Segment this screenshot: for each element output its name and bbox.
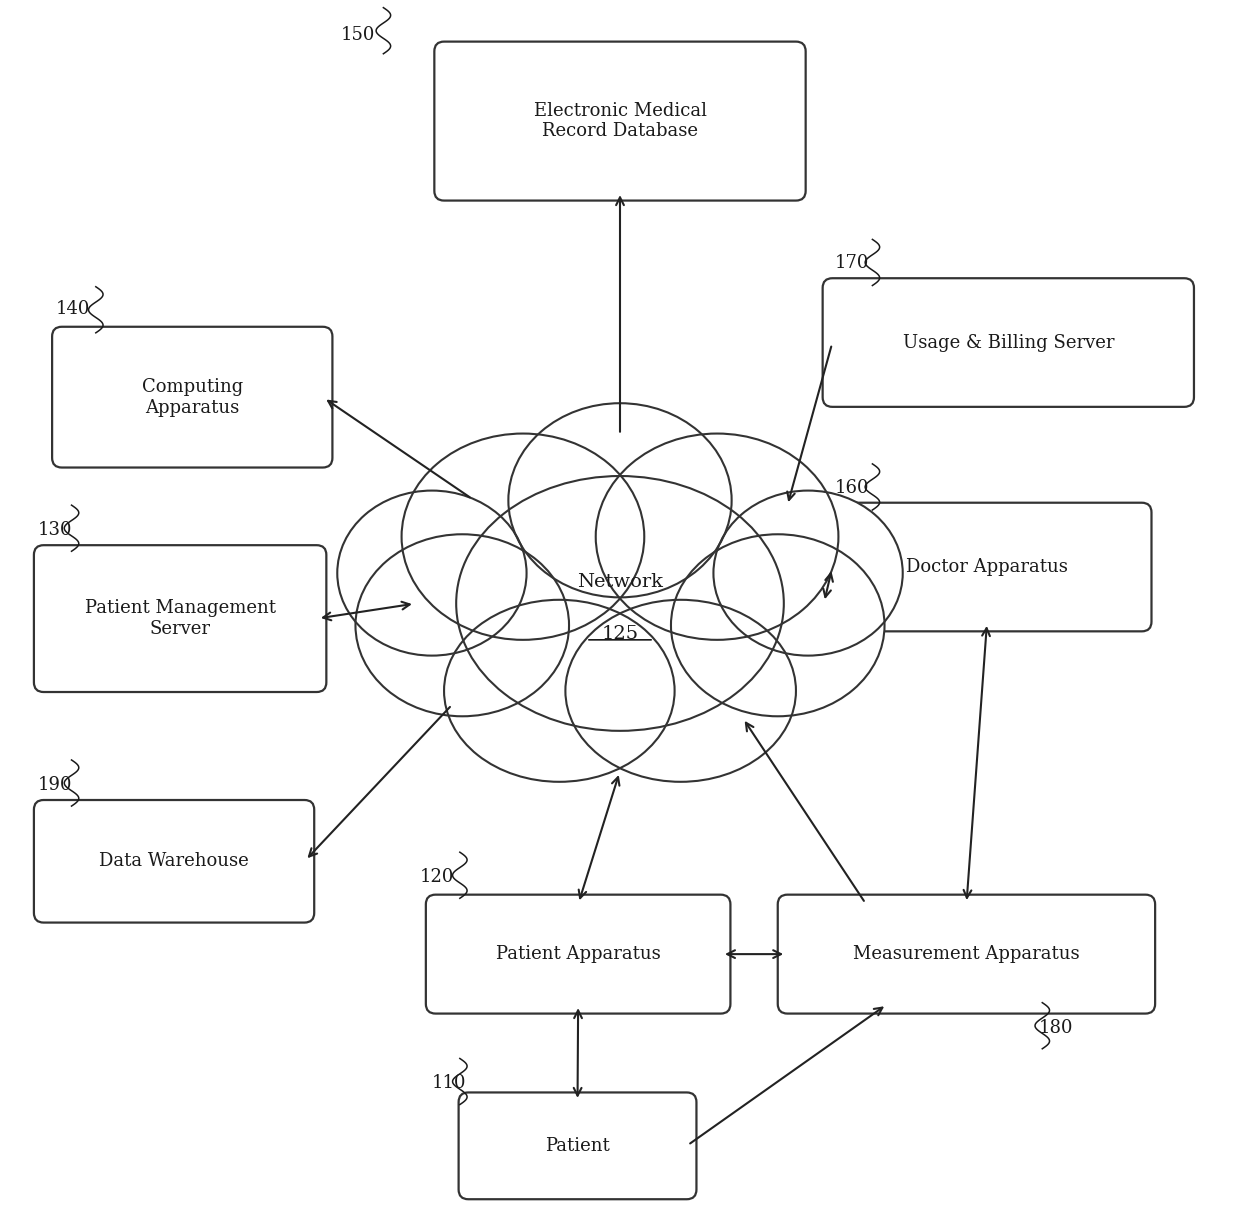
FancyArrowPatch shape — [727, 951, 781, 958]
Text: Electronic Medical
Record Database: Electronic Medical Record Database — [533, 101, 707, 140]
Ellipse shape — [508, 403, 732, 597]
FancyArrowPatch shape — [691, 1008, 883, 1143]
Ellipse shape — [444, 600, 675, 781]
FancyBboxPatch shape — [52, 327, 332, 468]
FancyArrowPatch shape — [309, 707, 450, 857]
FancyArrowPatch shape — [579, 777, 620, 898]
FancyArrowPatch shape — [574, 1011, 582, 1096]
Text: 150: 150 — [341, 26, 376, 44]
FancyArrowPatch shape — [823, 573, 833, 597]
Text: Patient Management
Server: Patient Management Server — [84, 600, 275, 638]
FancyBboxPatch shape — [777, 895, 1156, 1013]
Text: Usage & Billing Server: Usage & Billing Server — [903, 334, 1114, 351]
Ellipse shape — [337, 490, 527, 656]
Ellipse shape — [456, 477, 784, 731]
Text: 140: 140 — [56, 300, 91, 318]
Text: 120: 120 — [420, 868, 454, 886]
Text: Data Warehouse: Data Warehouse — [99, 852, 249, 870]
FancyBboxPatch shape — [822, 278, 1194, 407]
FancyBboxPatch shape — [822, 502, 1152, 631]
FancyArrowPatch shape — [787, 346, 831, 500]
Ellipse shape — [595, 434, 838, 640]
FancyBboxPatch shape — [434, 41, 806, 201]
FancyBboxPatch shape — [33, 545, 326, 692]
Text: Computing
Apparatus: Computing Apparatus — [141, 378, 243, 417]
FancyArrowPatch shape — [746, 723, 864, 901]
Text: 125: 125 — [601, 625, 639, 642]
FancyBboxPatch shape — [425, 895, 730, 1013]
Text: 170: 170 — [835, 255, 869, 272]
FancyBboxPatch shape — [459, 1092, 697, 1199]
Text: 160: 160 — [835, 479, 869, 496]
Text: 190: 190 — [37, 777, 72, 794]
Ellipse shape — [402, 434, 645, 640]
FancyArrowPatch shape — [329, 401, 470, 497]
FancyArrowPatch shape — [963, 628, 990, 898]
Text: 180: 180 — [1039, 1019, 1073, 1036]
Text: 110: 110 — [432, 1074, 466, 1092]
Text: Patient Apparatus: Patient Apparatus — [496, 945, 661, 963]
FancyBboxPatch shape — [33, 800, 314, 923]
Text: Network: Network — [577, 573, 663, 590]
Ellipse shape — [356, 534, 569, 717]
FancyArrowPatch shape — [616, 197, 624, 432]
Ellipse shape — [671, 534, 884, 717]
FancyArrowPatch shape — [324, 602, 409, 620]
Ellipse shape — [565, 600, 796, 781]
Text: Doctor Apparatus: Doctor Apparatus — [906, 558, 1068, 577]
Text: 130: 130 — [37, 521, 72, 539]
Text: Patient: Patient — [546, 1137, 610, 1154]
Text: Measurement Apparatus: Measurement Apparatus — [853, 945, 1080, 963]
Ellipse shape — [713, 490, 903, 656]
